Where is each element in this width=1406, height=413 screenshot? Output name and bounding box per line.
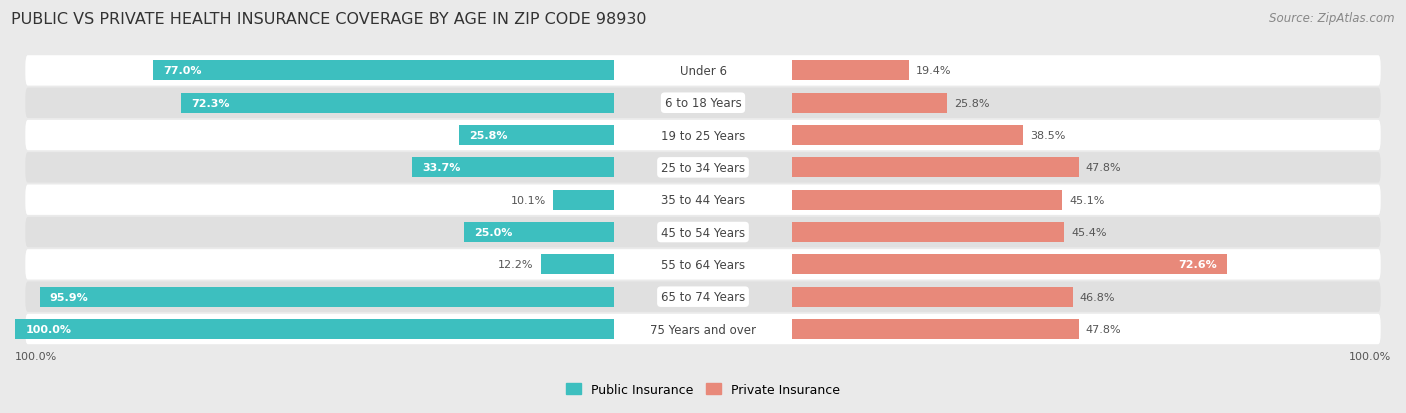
- Bar: [793, 190, 1063, 210]
- Text: 47.8%: 47.8%: [1085, 324, 1121, 334]
- Bar: [460, 126, 613, 146]
- Text: 19.4%: 19.4%: [915, 66, 950, 76]
- Bar: [39, 287, 613, 307]
- Text: 35 to 44 Years: 35 to 44 Years: [661, 194, 745, 206]
- Bar: [793, 319, 1078, 339]
- Text: 45.1%: 45.1%: [1070, 195, 1105, 205]
- Text: 65 to 74 Years: 65 to 74 Years: [661, 290, 745, 304]
- Legend: Public Insurance, Private Insurance: Public Insurance, Private Insurance: [567, 383, 839, 396]
- Bar: [793, 223, 1064, 242]
- Bar: [181, 93, 613, 114]
- Bar: [793, 126, 1024, 146]
- FancyBboxPatch shape: [25, 282, 1381, 312]
- Text: 25 to 34 Years: 25 to 34 Years: [661, 161, 745, 174]
- Bar: [15, 319, 613, 339]
- Bar: [793, 93, 946, 114]
- Bar: [412, 158, 613, 178]
- Text: 77.0%: 77.0%: [163, 66, 201, 76]
- Bar: [153, 61, 613, 81]
- Text: 100.0%: 100.0%: [15, 351, 58, 361]
- Text: 38.5%: 38.5%: [1029, 131, 1066, 141]
- FancyBboxPatch shape: [25, 249, 1381, 280]
- Bar: [464, 223, 613, 242]
- Text: 72.6%: 72.6%: [1178, 260, 1216, 270]
- Text: PUBLIC VS PRIVATE HEALTH INSURANCE COVERAGE BY AGE IN ZIP CODE 98930: PUBLIC VS PRIVATE HEALTH INSURANCE COVER…: [11, 12, 647, 27]
- Text: 100.0%: 100.0%: [1348, 351, 1391, 361]
- Text: 25.0%: 25.0%: [474, 228, 513, 237]
- Text: Source: ZipAtlas.com: Source: ZipAtlas.com: [1270, 12, 1395, 25]
- FancyBboxPatch shape: [25, 56, 1381, 86]
- Bar: [793, 255, 1227, 275]
- FancyBboxPatch shape: [25, 88, 1381, 119]
- FancyBboxPatch shape: [25, 185, 1381, 215]
- Text: 10.1%: 10.1%: [510, 195, 546, 205]
- Text: 45.4%: 45.4%: [1071, 228, 1107, 237]
- Bar: [540, 255, 613, 275]
- FancyBboxPatch shape: [25, 121, 1381, 151]
- Text: 6 to 18 Years: 6 to 18 Years: [665, 97, 741, 110]
- Text: 33.7%: 33.7%: [422, 163, 461, 173]
- Text: 72.3%: 72.3%: [191, 98, 229, 109]
- FancyBboxPatch shape: [25, 314, 1381, 344]
- Text: 45 to 54 Years: 45 to 54 Years: [661, 226, 745, 239]
- Text: 12.2%: 12.2%: [498, 260, 534, 270]
- Text: 75 Years and over: 75 Years and over: [650, 323, 756, 336]
- Bar: [793, 287, 1073, 307]
- Text: 46.8%: 46.8%: [1080, 292, 1115, 302]
- Text: 47.8%: 47.8%: [1085, 163, 1121, 173]
- Text: 19 to 25 Years: 19 to 25 Years: [661, 129, 745, 142]
- Text: 25.8%: 25.8%: [470, 131, 508, 141]
- FancyBboxPatch shape: [25, 217, 1381, 248]
- Text: Under 6: Under 6: [679, 65, 727, 78]
- Bar: [793, 61, 908, 81]
- Text: 100.0%: 100.0%: [25, 324, 72, 334]
- Bar: [553, 190, 613, 210]
- Text: 95.9%: 95.9%: [49, 292, 89, 302]
- Text: 25.8%: 25.8%: [953, 98, 990, 109]
- FancyBboxPatch shape: [25, 153, 1381, 183]
- Text: 55 to 64 Years: 55 to 64 Years: [661, 258, 745, 271]
- Bar: [793, 158, 1078, 178]
